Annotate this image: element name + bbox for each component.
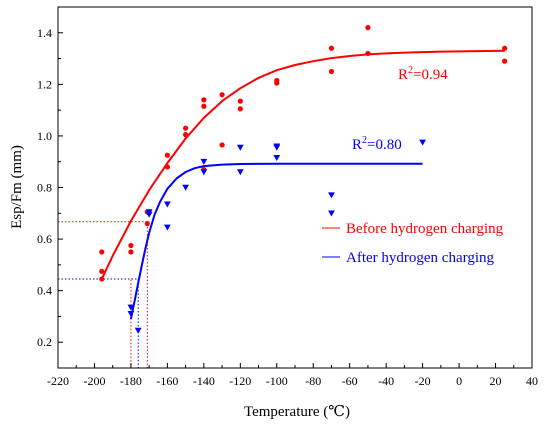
fit-line — [100, 49, 505, 280]
data-point — [328, 192, 335, 199]
x-tick-label: -20 — [415, 374, 431, 388]
reference-line — [58, 278, 132, 368]
data-point — [182, 184, 190, 191]
data-point — [236, 144, 244, 151]
x-tick-label: -80 — [305, 374, 321, 388]
data-points — [99, 25, 508, 334]
r2-label: R2=0.80 — [352, 135, 402, 153]
x-tick-label: -160 — [156, 374, 178, 388]
data-point — [145, 211, 153, 218]
data-point — [99, 276, 105, 282]
y-tick-label: 0.2 — [37, 335, 52, 349]
data-point — [183, 132, 189, 138]
y-axis-ticks: 0.2 0.4 0.6 0.8 1.0 1.2 1.4 — [37, 26, 63, 369]
data-point — [219, 142, 225, 148]
x-tick-label: -220 — [47, 374, 69, 388]
reference-line — [58, 278, 139, 368]
data-point — [164, 152, 170, 158]
reference-line — [58, 221, 148, 368]
data-point — [328, 68, 335, 75]
data-point — [164, 164, 170, 170]
data-point — [200, 158, 208, 165]
x-tick-label: 20 — [490, 374, 502, 388]
x-tick-label: 40 — [526, 374, 538, 388]
x-tick-label: -200 — [83, 374, 105, 388]
x-tick-label: -60 — [342, 374, 358, 388]
data-point — [163, 201, 171, 208]
x-tick-label: -140 — [193, 374, 215, 388]
data-point — [134, 327, 142, 334]
data-point — [365, 50, 371, 57]
data-point — [163, 224, 171, 231]
data-point — [237, 98, 243, 104]
x-axis-ticks: -220 -200 -180 -160 -140 -120 -100 -80 -60 -40 -20… — [47, 363, 538, 388]
data-point — [236, 169, 244, 176]
data-point — [201, 103, 207, 109]
data-point — [183, 125, 189, 131]
fit-curves — [100, 49, 505, 320]
fit-line — [129, 162, 423, 320]
legend-label: Before hydrogen charging — [346, 221, 504, 237]
data-point — [219, 92, 225, 98]
data-point — [419, 139, 427, 146]
x-tick-label: -100 — [266, 374, 288, 388]
data-point — [127, 311, 135, 318]
data-point — [273, 144, 281, 151]
data-point — [273, 155, 281, 162]
r2-labels: R2=0.94 R2=0.80 — [352, 65, 448, 153]
data-point — [99, 249, 105, 255]
data-point — [200, 169, 208, 176]
x-tick-label: -120 — [229, 374, 251, 388]
data-point — [502, 58, 508, 64]
x-tick-label: -180 — [120, 374, 142, 388]
legend-label: After hydrogen charging — [346, 250, 495, 266]
r2-label: R2=0.94 — [398, 65, 448, 83]
x-tick-label: -40 — [378, 374, 394, 388]
data-point — [365, 25, 371, 31]
data-point — [127, 304, 135, 311]
data-point — [502, 45, 508, 51]
data-point — [237, 106, 243, 112]
data-point — [201, 97, 207, 103]
plot-frame — [57, 6, 533, 369]
data-point — [328, 45, 335, 51]
data-point — [128, 242, 134, 249]
y-tick-label: 0.6 — [37, 232, 52, 246]
y-tick-label: 1.2 — [37, 77, 52, 91]
reference-lines — [58, 221, 148, 368]
data-point — [328, 210, 335, 217]
y-axis-label: Esp/Fm (mm) — [9, 145, 25, 229]
data-point — [99, 268, 105, 274]
x-tick-label: 0 — [456, 374, 462, 388]
data-point — [274, 80, 280, 86]
x-axis-label: Temperature (℃) — [244, 404, 350, 420]
y-tick-label: 0.4 — [37, 284, 52, 298]
legend: Before hydrogen charging After hydrogen c… — [322, 221, 504, 266]
data-point — [128, 249, 134, 255]
y-tick-label: 1.0 — [37, 129, 52, 143]
y-tick-label: 1.4 — [37, 26, 52, 40]
y-tick-label: 0.8 — [37, 181, 52, 195]
data-point — [144, 221, 150, 227]
